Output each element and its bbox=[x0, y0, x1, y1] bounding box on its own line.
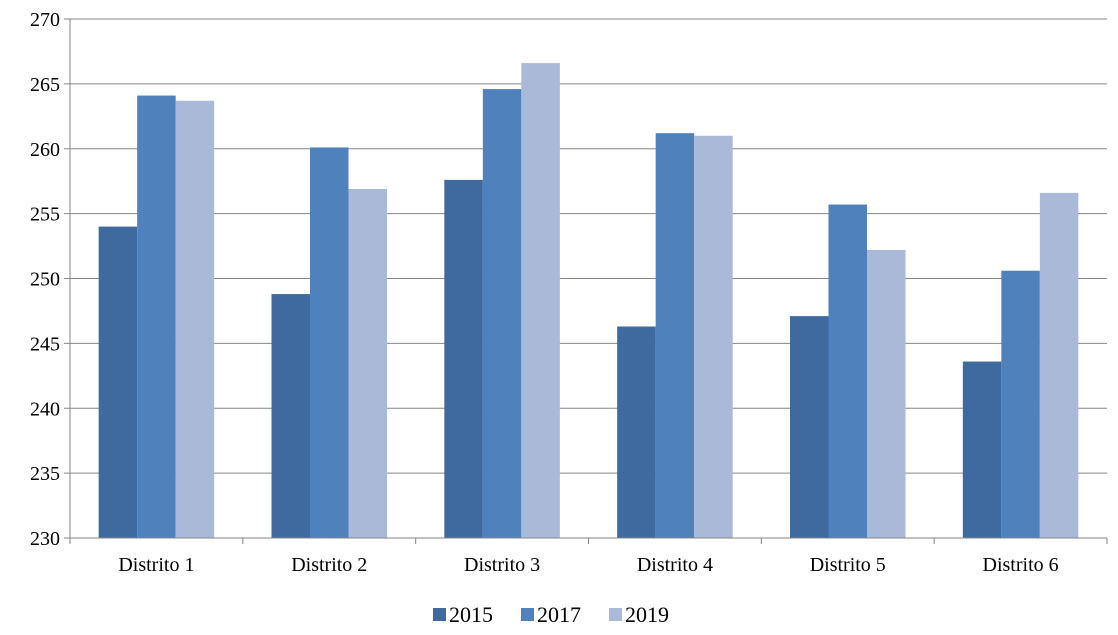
legend-label-2019: 2019 bbox=[625, 602, 669, 627]
y-tick-label: 230 bbox=[30, 528, 60, 550]
x-tick-label: Distrito 1 bbox=[118, 554, 194, 576]
bar-2015-distrito-6 bbox=[962, 361, 1002, 538]
bar-2019-distrito-6 bbox=[1039, 192, 1079, 539]
bar-2019-distrito-5 bbox=[867, 249, 906, 538]
legend-swatch-2019 bbox=[609, 608, 622, 621]
bar-2019-distrito-1 bbox=[175, 100, 215, 539]
bar-2017-distrito-1 bbox=[137, 95, 176, 539]
x-tick-label: Distrito 4 bbox=[637, 554, 713, 576]
x-tick-label: Distrito 5 bbox=[810, 554, 886, 576]
legend-label-2017: 2017 bbox=[537, 602, 581, 627]
bar-2019-distrito-3 bbox=[521, 63, 560, 539]
y-axis-ticks: 230 235 240 245 250 255 260 265 270 bbox=[30, 9, 60, 550]
axes bbox=[64, 18, 1108, 544]
legend-swatch-2017 bbox=[521, 608, 534, 621]
y-tick-label: 245 bbox=[30, 333, 60, 355]
x-tick-label: Distrito 3 bbox=[464, 554, 540, 576]
legend-swatch-2015 bbox=[433, 608, 446, 621]
y-tick-label: 270 bbox=[30, 9, 60, 31]
legend-label-2015: 2015 bbox=[449, 602, 493, 627]
bar-2019-distrito-4 bbox=[694, 135, 733, 538]
y-tick-label: 240 bbox=[30, 398, 60, 420]
x-axis-ticks: Distrito 1 Distrito 2 Distrito 3 Distrito 4… bbox=[118, 554, 1058, 576]
legend: 2015 2017 2019 bbox=[433, 602, 669, 627]
y-tick-label: 255 bbox=[30, 204, 60, 226]
bar-2015-distrito-1 bbox=[98, 226, 138, 538]
bar-2015-distrito-4 bbox=[617, 326, 656, 538]
bar-2017-distrito-6 bbox=[1001, 270, 1040, 538]
bar-2017-distrito-5 bbox=[828, 204, 867, 539]
y-tick-label: 235 bbox=[30, 463, 60, 485]
y-tick-label: 265 bbox=[30, 74, 60, 96]
y-tick-label: 250 bbox=[30, 269, 60, 291]
bar-2017-distrito-3 bbox=[482, 89, 522, 538]
bars bbox=[98, 63, 1079, 539]
bar-2015-distrito-3 bbox=[444, 179, 483, 538]
bar-2017-distrito-4 bbox=[655, 133, 695, 538]
gridlines bbox=[70, 18, 1107, 474]
x-tick-label: Distrito 2 bbox=[291, 554, 367, 576]
bar-2015-distrito-5 bbox=[790, 316, 829, 538]
y-tick-label: 260 bbox=[30, 139, 60, 161]
bar-2015-distrito-2 bbox=[271, 294, 310, 538]
bar-2019-distrito-2 bbox=[348, 188, 387, 538]
bar-2017-distrito-2 bbox=[310, 147, 349, 538]
x-tick-label: Distrito 6 bbox=[983, 554, 1059, 576]
